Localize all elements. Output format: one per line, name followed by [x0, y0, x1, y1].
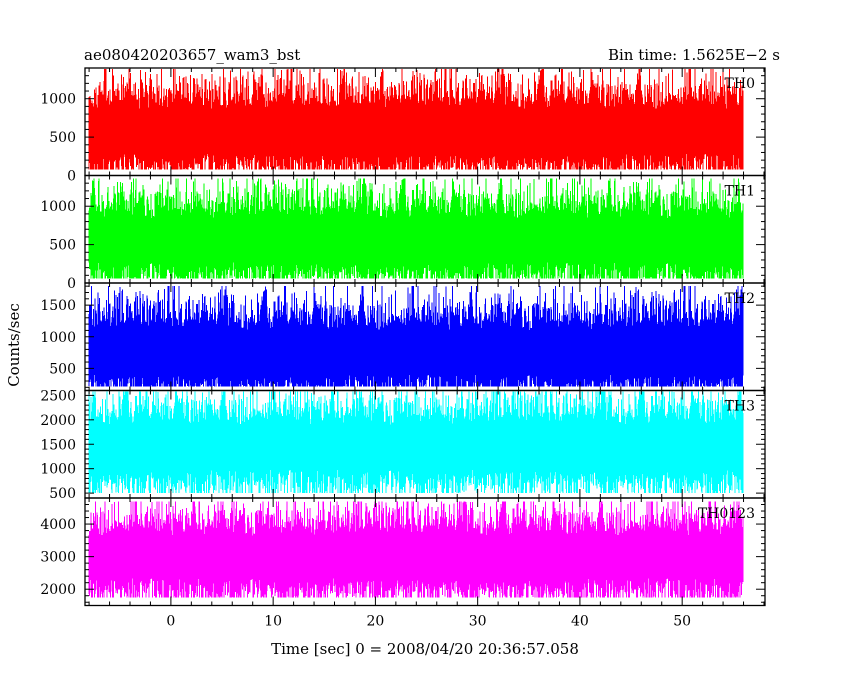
y-tick-label: 0 — [67, 169, 76, 185]
y-tick-label: 3000 — [40, 550, 76, 566]
x-tick-label: 10 — [264, 614, 282, 630]
panel-label-th2: TH2 — [725, 291, 755, 307]
y-tick-label: 1500 — [40, 298, 76, 314]
series-th0123 — [88, 501, 744, 598]
y-axis-label: Counts/sec — [5, 303, 23, 387]
x-axis-label: Time [sec] 0 = 2008/04/20 20:36:57.058 — [271, 640, 579, 658]
y-tick-label: 1000 — [40, 462, 76, 478]
y-tick-label: 1500 — [40, 437, 76, 453]
series-th1 — [88, 178, 744, 279]
y-tick-label: 0 — [67, 276, 76, 292]
panel-th1: 0 500 1000 TH1 — [40, 174, 766, 292]
bin-time-label: Bin time: 1.5625E−2 s — [608, 46, 780, 64]
series-th2 — [88, 286, 744, 387]
y-tick-label: 1000 — [40, 330, 76, 346]
y-tick-label: 500 — [49, 130, 76, 146]
panel-th3: 500 1000 1500 2000 2500 TH3 — [40, 388, 766, 502]
panel-label-th0: TH0 — [725, 76, 755, 92]
series-th3 — [88, 391, 744, 494]
y-tick-label: 500 — [49, 238, 76, 254]
x-tick-label: 0 — [166, 614, 175, 630]
panel-th0: 0 500 1000 TH0 — [40, 67, 766, 185]
panel-th0123: 2000 3000 4000 TH0123 — [40, 497, 766, 607]
y-tick-label: 500 — [49, 486, 76, 502]
x-tick-label: 20 — [366, 614, 384, 630]
y-tick-label: 1000 — [40, 199, 76, 215]
panel-label-th1: TH1 — [725, 184, 755, 200]
series-th0 — [88, 68, 744, 170]
y-tick-label: 2000 — [40, 582, 76, 598]
chart-title: ae080420203657_wam3_bst — [84, 46, 300, 64]
y-tick-label: 2000 — [40, 413, 76, 429]
panel-frame — [84, 497, 766, 607]
y-tick-label: 1000 — [40, 92, 76, 108]
panel-label-th3: TH3 — [725, 399, 755, 415]
y-tick-label: 4000 — [40, 517, 76, 533]
x-tick-label: 40 — [571, 614, 589, 630]
y-tick-label: 500 — [49, 361, 76, 377]
x-tick-label: 50 — [673, 614, 691, 630]
panel-label-th0123: TH0123 — [698, 506, 755, 522]
y-tick-label: 2500 — [40, 388, 76, 404]
x-tick-label: 30 — [469, 614, 487, 630]
panel-th2: 500 1000 1500 TH2 — [40, 282, 766, 392]
